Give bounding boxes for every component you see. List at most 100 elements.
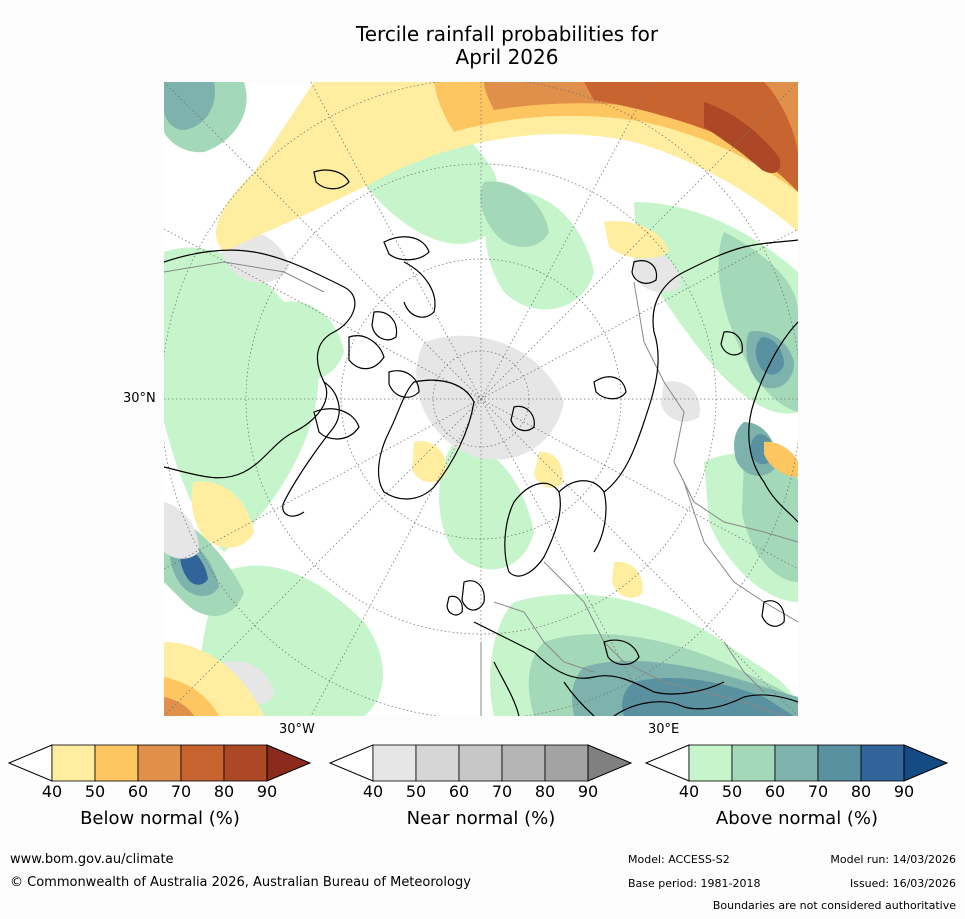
east-asia-coast: [748, 321, 798, 523]
border-line: [493, 601, 595, 673]
longitude-label-30e: 30°E: [648, 722, 680, 737]
above-normal-50-patch: [480, 181, 549, 247]
border-line: [723, 641, 765, 693]
eurasia-coast: [603, 239, 798, 493]
island-coast: [510, 405, 535, 432]
colorbar-swatch: [180, 744, 225, 782]
europe-coast: [563, 681, 595, 716]
model-run-date: Model run: 14/03/2026: [830, 853, 956, 866]
near-normal-40-patch: [416, 335, 564, 460]
border-line: [683, 481, 798, 623]
map-canvas: [164, 82, 798, 716]
colorbar-tick: 50: [721, 782, 743, 801]
below-normal-40-patch: [412, 441, 447, 483]
island-coast: [348, 335, 385, 370]
above-normal-70-patch: [622, 677, 794, 716]
island-coast: [371, 311, 398, 341]
colorbar-low-arrow: [8, 744, 53, 782]
europe-coast: [493, 661, 520, 716]
colorbar-swatch: [544, 744, 589, 782]
colorbar-swatch: [688, 744, 733, 782]
colorbar-tick: 60: [127, 782, 149, 801]
below-normal-colorbar: [8, 744, 312, 782]
colorbar-swatch: [731, 744, 776, 782]
island-coast: [593, 376, 627, 400]
website-link[interactable]: www.bom.gov.au/climate: [10, 852, 174, 867]
below-normal-40-patch: [604, 221, 669, 259]
island-coast: [313, 169, 350, 190]
colorbar-low-arrow: [645, 744, 690, 782]
colorbar-tick: 70: [491, 782, 513, 801]
colorbar-tick: 40: [41, 782, 63, 801]
above-normal-60-patch: [164, 82, 215, 130]
colorbar-tick: 70: [170, 782, 192, 801]
island-coast: [461, 580, 485, 611]
colorbar-high-arrow: [587, 744, 633, 782]
colorbar-swatches: [372, 744, 589, 782]
colorbar-tick: 90: [893, 782, 915, 801]
below-normal-80-arc: [704, 102, 781, 174]
colorbar-swatch: [372, 744, 417, 782]
scandinavia-coast: [504, 482, 561, 577]
colorbar-tick: 90: [577, 782, 599, 801]
island-coast: [388, 370, 420, 398]
near-normal-40-patch: [164, 502, 199, 559]
colorbar-swatch: [860, 744, 905, 782]
boundaries-disclaimer: Boundaries are not considered authoritat…: [712, 899, 956, 912]
north-america-coast: [164, 249, 356, 479]
above-normal-40-patch: [439, 442, 534, 570]
map-title-line-1: Tercile rainfall probabilities for: [355, 22, 659, 46]
colorbar-swatches: [51, 744, 268, 782]
island-coast: [446, 595, 463, 616]
meridian-line: [164, 82, 798, 716]
sea-coast: [603, 639, 640, 666]
colorbar-swatches: [688, 744, 905, 782]
colorbar-swatch: [94, 744, 139, 782]
above-normal-colorbar-title: Above normal (%): [715, 808, 879, 829]
near-normal-colorbar-title: Near normal (%): [406, 808, 556, 829]
colorbar-swatch: [223, 744, 268, 782]
island-coast: [720, 331, 743, 356]
colorbar-swatch: [774, 744, 819, 782]
below-normal-40-patch: [764, 441, 798, 477]
graticule: [164, 82, 798, 716]
longitude-label-30w: 30°W: [279, 722, 315, 737]
colorbar-tick: 80: [213, 782, 235, 801]
bering-coast: [403, 261, 436, 318]
below-normal-70-arc: [584, 82, 798, 192]
model-name: Model: ACCESS-S2: [628, 853, 730, 866]
below-normal-colorbar-title: Below normal (%): [80, 808, 240, 829]
colorbar-tick: 40: [678, 782, 700, 801]
border-line: [633, 281, 798, 543]
colorbar-tick: 40: [362, 782, 384, 801]
colorbar-tick: 80: [850, 782, 872, 801]
colorbar-tick: 70: [807, 782, 829, 801]
scandinavia-coast: [558, 480, 607, 553]
greenland-coast: [378, 379, 475, 500]
border-line: [543, 561, 785, 716]
copyright-text: © Commonwealth of Australia 2026, Austra…: [10, 875, 471, 890]
sea-coast: [761, 600, 785, 627]
colorbar-tick: 60: [448, 782, 470, 801]
north-america-coast: [282, 381, 340, 517]
colorbar-low-arrow: [329, 744, 374, 782]
below-normal-60-patch: [164, 697, 194, 716]
colorbar-swatch: [415, 744, 460, 782]
colorbar-swatch: [458, 744, 503, 782]
colorbar-high-arrow: [266, 744, 312, 782]
colorbar-tick: 50: [405, 782, 427, 801]
island-coast: [383, 236, 430, 261]
near-normal-colorbar: [329, 744, 633, 782]
colorbar-high-arrow: [903, 744, 949, 782]
below-normal-40-patch: [534, 451, 563, 488]
colorbar-tick: 60: [764, 782, 786, 801]
europe-coast: [473, 621, 725, 695]
latitude-label-30n: 30°N: [123, 391, 156, 406]
above-normal-colorbar: [645, 744, 949, 782]
base-period: Base period: 1981-2018: [628, 877, 761, 890]
above-normal-70-patch: [755, 337, 784, 375]
below-normal-40-arc: [215, 82, 798, 252]
colorbar-tick: 90: [256, 782, 278, 801]
island-coast: [631, 260, 658, 284]
country-borders: [164, 261, 798, 716]
